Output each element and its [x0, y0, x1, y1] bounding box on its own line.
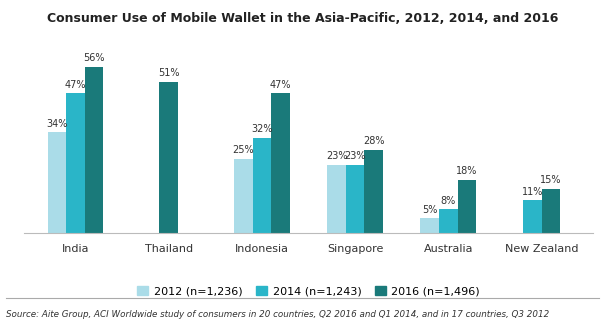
Legend: 2012 (n=1,236), 2014 (n=1,243), 2016 (n=1,496): 2012 (n=1,236), 2014 (n=1,243), 2016 (n=…: [132, 281, 485, 300]
Bar: [364, 150, 383, 233]
Text: 11%: 11%: [522, 187, 543, 197]
Text: 47%: 47%: [270, 80, 292, 90]
Text: Consumer Use of Mobile Wallet in the Asia-Pacific, 2012, 2014, and 2016: Consumer Use of Mobile Wallet in the Asi…: [47, 12, 558, 25]
Text: 47%: 47%: [65, 80, 87, 90]
Text: 25%: 25%: [232, 145, 254, 155]
Bar: [234, 159, 253, 233]
Text: 23%: 23%: [344, 151, 366, 161]
Text: 56%: 56%: [83, 53, 105, 63]
Bar: [523, 200, 541, 233]
Text: 23%: 23%: [325, 151, 347, 161]
Bar: [420, 218, 439, 233]
Bar: [48, 132, 66, 233]
Text: 8%: 8%: [441, 196, 456, 206]
Bar: [271, 94, 290, 233]
Bar: [541, 188, 560, 233]
Text: 5%: 5%: [422, 205, 437, 215]
Bar: [346, 165, 364, 233]
Text: Source: Aite Group, ACI Worldwide study of consumers in 20 countries, Q2 2016 an: Source: Aite Group, ACI Worldwide study …: [6, 310, 549, 319]
Text: 34%: 34%: [46, 119, 68, 129]
Text: 28%: 28%: [363, 136, 385, 146]
Text: 51%: 51%: [158, 68, 180, 78]
Bar: [253, 138, 271, 233]
Bar: [85, 67, 103, 233]
Bar: [159, 82, 178, 233]
Bar: [66, 94, 85, 233]
Text: 18%: 18%: [456, 166, 478, 176]
Bar: [458, 179, 476, 233]
Bar: [327, 165, 346, 233]
Text: 15%: 15%: [540, 175, 561, 185]
Bar: [439, 209, 458, 233]
Text: 32%: 32%: [251, 125, 273, 135]
